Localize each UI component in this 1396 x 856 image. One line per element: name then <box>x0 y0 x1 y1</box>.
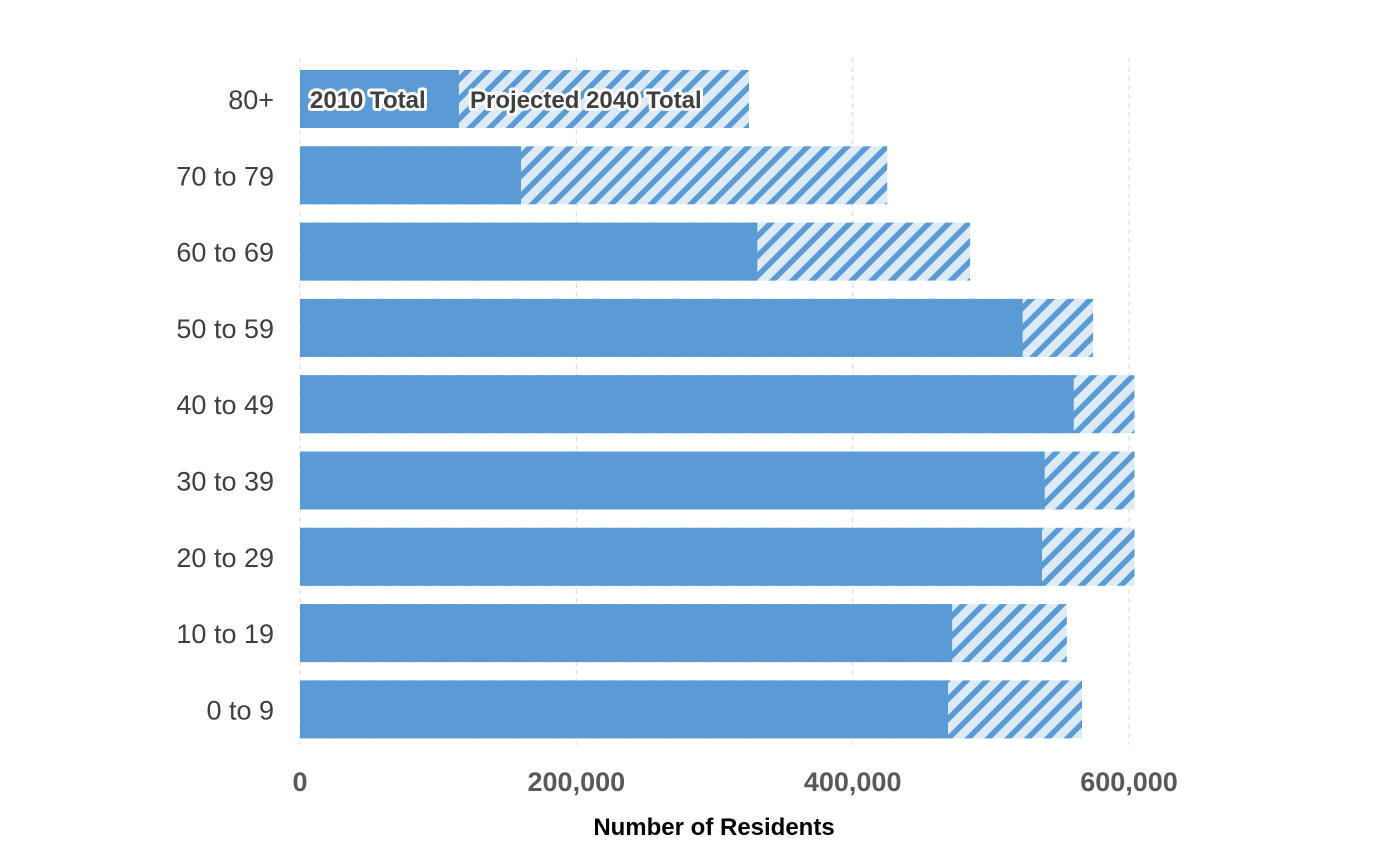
bars <box>300 70 1135 739</box>
x-tick-label-1: 200,000 <box>528 767 626 797</box>
bar-2010-5 <box>300 451 1045 510</box>
category-label-3: 50 to 59 <box>176 314 274 344</box>
x-tick-label-0: 0 <box>292 767 307 797</box>
x-tick-label-2: 400,000 <box>804 767 902 797</box>
legend-2010-total: 2010 Total <box>310 87 426 114</box>
category-label-6: 20 to 29 <box>176 543 274 573</box>
category-label-4: 40 to 49 <box>176 390 274 420</box>
bar-2010-1 <box>300 146 522 205</box>
category-label-0: 80+ <box>228 85 274 115</box>
category-label-2: 60 to 69 <box>176 238 274 268</box>
x-tick-label-3: 600,000 <box>1080 767 1178 797</box>
x-axis-title: Number of Residents <box>593 814 834 841</box>
category-label-8: 0 to 9 <box>206 695 274 725</box>
legend: 2010 Total Projected 2040 Total <box>307 84 705 117</box>
bar-2010-6 <box>300 527 1042 586</box>
bar-2010-2 <box>300 222 758 281</box>
category-label-7: 10 to 19 <box>176 619 274 649</box>
bar-2010-4 <box>300 375 1074 434</box>
bar-2010-7 <box>300 604 953 663</box>
category-label-5: 30 to 39 <box>176 467 274 497</box>
legend-projected-2040-total: Projected 2040 Total <box>470 87 702 114</box>
category-label-1: 70 to 79 <box>176 161 274 191</box>
bar-2010-3 <box>300 298 1023 357</box>
bar-2010-8 <box>300 680 949 739</box>
x-tick-labels: 0 200,000 400,000 600,000 <box>292 767 1177 797</box>
category-labels: 80+ 70 to 79 60 to 69 50 to 59 40 to 49 30 to… <box>176 85 274 725</box>
bar-2010-0 <box>300 70 459 128</box>
